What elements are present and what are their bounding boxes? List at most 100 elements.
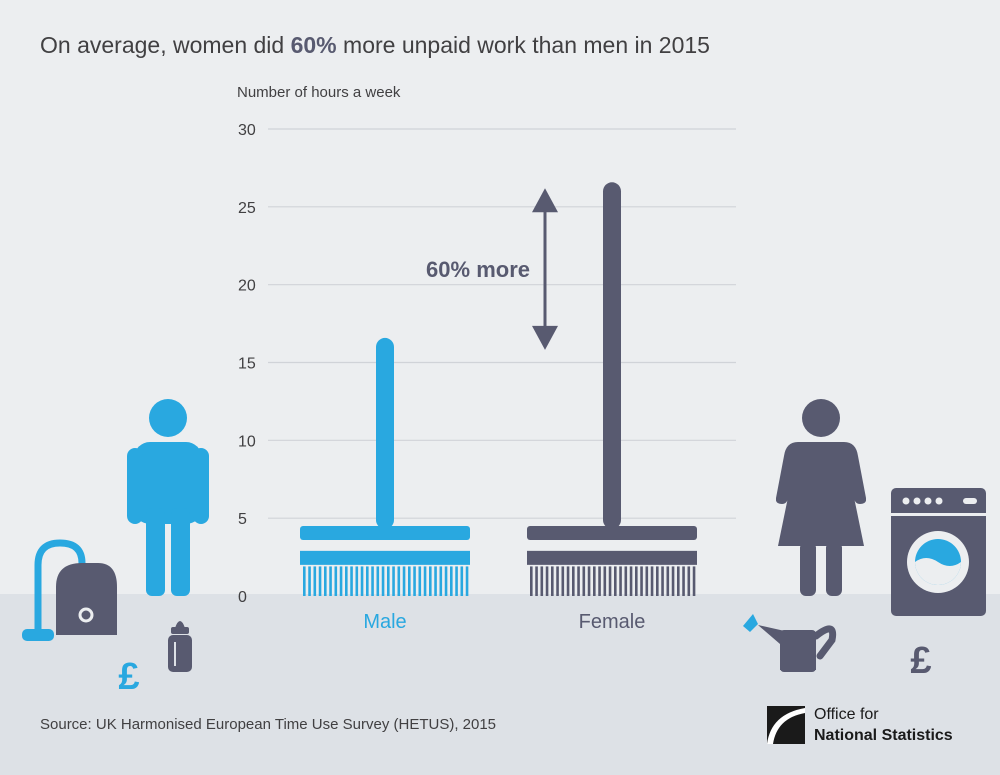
bar-bristle — [661, 566, 664, 596]
bar-female — [527, 182, 697, 596]
bar-bristle — [334, 566, 338, 596]
bar-bristle — [418, 566, 422, 596]
bar-bristle — [656, 566, 659, 596]
gridlines — [268, 128, 736, 519]
bar-bristle — [614, 566, 617, 596]
svg-text:£: £ — [118, 656, 139, 694]
pound-icon: £ — [118, 656, 139, 694]
pound-icon: £ — [910, 640, 931, 678]
bar-bristle — [371, 566, 374, 596]
bar-bristle — [429, 566, 432, 596]
bar-head — [527, 525, 697, 540]
man-icon — [127, 399, 209, 596]
bar-bristle — [413, 566, 416, 596]
bar-bristle — [434, 566, 437, 596]
bar-bristle — [619, 566, 622, 596]
annotation-arrow-down — [532, 325, 558, 350]
bar-bristle — [671, 566, 675, 596]
y-tick-label: 0 — [238, 589, 247, 606]
bar-bristle — [444, 566, 448, 596]
bar-bristle — [350, 566, 353, 596]
bar-bristle — [408, 566, 411, 596]
bar-bristle — [677, 566, 680, 596]
bar-bristle — [645, 566, 649, 596]
bar-bristle — [423, 566, 427, 596]
y-tick-label: 25 — [238, 200, 256, 217]
bar-bristle — [687, 566, 691, 596]
y-axis-label: Number of hours a week — [237, 84, 401, 101]
bar-bristle — [629, 566, 633, 596]
bar-bristle — [598, 566, 601, 596]
bar-bristle — [397, 566, 401, 596]
bars — [300, 182, 697, 596]
bar-bristle — [360, 566, 364, 596]
bar-bristle — [530, 566, 533, 596]
x-category-label: Female — [579, 611, 646, 633]
bar-bristle — [556, 566, 559, 596]
bar-bristle — [303, 566, 306, 596]
baby-bottle-icon — [168, 621, 192, 672]
bar-bristle — [329, 566, 332, 596]
watering-can-icon — [743, 614, 837, 672]
source-note: Source: UK Harmonised European Time Use … — [40, 716, 497, 733]
ons-logo-mark — [767, 706, 805, 744]
y-tick-label: 5 — [238, 511, 247, 528]
bar-bristle — [593, 566, 596, 596]
y-tick-label: 20 — [238, 278, 256, 295]
x-category-label: Male — [363, 611, 406, 633]
y-tick-label: 10 — [238, 433, 256, 450]
bar-bristle — [692, 566, 696, 596]
bar-bristle — [566, 566, 570, 596]
annotation: 60% more — [426, 188, 558, 350]
bar-bristle — [465, 566, 469, 596]
bar-bristle — [572, 566, 575, 596]
bar-bristle — [439, 566, 443, 596]
y-ticks: 0 5 10 15 20 25 30 — [238, 122, 256, 606]
bar-head-band — [527, 550, 697, 565]
bar-bristle — [345, 566, 348, 596]
bar-bristle — [545, 566, 549, 596]
bar-bristle — [355, 566, 359, 596]
bar-bristle — [339, 566, 343, 596]
bar-bristle — [666, 566, 670, 596]
bar-bristle — [603, 566, 607, 596]
bar-bristle — [450, 566, 453, 596]
bar-bristle — [561, 566, 565, 596]
svg-text:£: £ — [910, 640, 931, 678]
x-category-labels: Male Female — [363, 611, 645, 633]
bar-bristle — [650, 566, 654, 596]
bar-male — [300, 337, 470, 596]
title-part-1: On average, women did — [40, 32, 291, 58]
bar-bristle — [455, 566, 458, 596]
bar-bristle — [635, 566, 638, 596]
bar-bristle — [640, 566, 643, 596]
bar-bristle — [587, 566, 591, 596]
bar-head — [300, 525, 470, 540]
bar-bristle — [313, 566, 317, 596]
floor-band — [0, 594, 1000, 775]
annotation-arrow-up — [532, 188, 558, 213]
logo-line-1: Office for — [814, 706, 879, 723]
washing-machine-icon — [891, 488, 986, 616]
bar-bristle — [387, 566, 390, 596]
bar-bristle — [551, 566, 554, 596]
bar-bristle — [608, 566, 612, 596]
bar-bristle — [324, 566, 327, 596]
chart-title: On average, women did 60% more unpaid wo… — [40, 32, 710, 59]
bar-bristle — [540, 566, 544, 596]
bar-bristle — [318, 566, 322, 596]
bar-bristle — [582, 566, 586, 596]
title-emphasis: 60% — [290, 32, 337, 58]
bar-bristle — [308, 566, 311, 596]
ons-logo: Office for National Statistics — [767, 703, 977, 749]
y-tick-label: 15 — [238, 356, 256, 373]
bar-bristle — [460, 566, 464, 596]
bar-handle — [603, 182, 621, 529]
y-tick-label: 30 — [238, 122, 256, 139]
bar-bristle — [402, 566, 406, 596]
title-part-2: more unpaid work than men in 2015 — [336, 32, 710, 58]
bar-bristle — [535, 566, 538, 596]
bar-bristle — [624, 566, 628, 596]
